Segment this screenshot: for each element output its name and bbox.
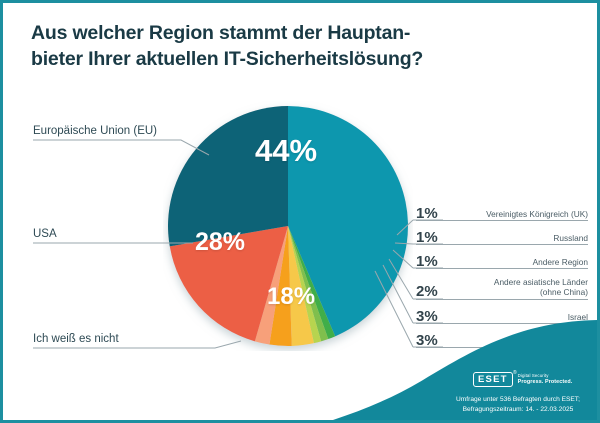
title-line-2: bieter Ihrer aktuellen IT-Sicherheitslös… <box>31 47 424 70</box>
callout-usa: USA <box>33 228 183 243</box>
callout-israel-text: Israel <box>567 312 588 323</box>
callout-uk: 1% Vereinigtes Königreich (UK) <box>416 206 588 222</box>
callout-other-asia: 2% Andere asiatische Länder (ohne China) <box>416 277 588 300</box>
pie-slice-china <box>288 226 314 346</box>
pie-slice-usa <box>167 105 288 247</box>
eset-tagline-line2: Progress. Protected. <box>517 378 573 385</box>
pie-value-dont-know: 18% <box>267 283 316 310</box>
pie-slice-russland <box>288 226 329 342</box>
callout-uk-text: Vereinigtes Königreich (UK) <box>486 209 588 220</box>
callout-uk-percent: 1% <box>416 205 438 222</box>
callout-russia-text: Russland <box>553 233 588 244</box>
callout-european-union: Europäische Union (EU) <box>33 125 183 140</box>
title-line-1: Aus welcher Region stammt der Hauptan- <box>31 22 411 44</box>
callout-russia-percent: 1% <box>416 229 438 246</box>
eset-logo: ESET ® Digital Security Progress. Protec… <box>473 371 573 387</box>
callout-other-asia-line2: (ohne China) <box>540 287 588 298</box>
callout-other-asia-line1: Andere asiatische Länder <box>493 277 588 287</box>
callout-uk-rule <box>416 220 588 221</box>
callout-other-region-percent: 1% <box>416 253 438 270</box>
callout-other-asia-rule <box>416 299 588 300</box>
eset-wordmark: ESET ® <box>473 371 517 387</box>
pie-chart-final <box>167 105 408 346</box>
eset-wordmark-text: ESET <box>478 373 508 385</box>
pie-value-usa: 28% <box>195 228 246 256</box>
pie-slice-vereinigtes-konigreich-uk <box>288 226 336 340</box>
callout-israel: 3% Israel <box>416 309 588 325</box>
pie-slice-andere-region <box>288 226 322 344</box>
callout-usa-text: USA <box>33 228 57 240</box>
survey-source-line1: Umfrage unter 536 Befragten durch ESET; <box>456 396 580 403</box>
callout-israel-rule <box>416 323 588 324</box>
survey-source-note: Umfrage unter 536 Befragten durch ESET; … <box>433 395 597 414</box>
callout-european-union-text: Europäische Union (EU) <box>33 125 158 137</box>
callout-china-percent: 3% <box>416 332 438 349</box>
eset-trademark-symbol: ® <box>512 370 517 376</box>
callout-russia-rule <box>416 244 588 245</box>
pie-chart: 44% 28% 18% <box>163 101 413 351</box>
page-title: Aus welcher Region stammt der Hauptan- b… <box>31 21 551 72</box>
footer-wave-shape <box>333 320 597 420</box>
survey-source-line2: Befragungszeitraum: 14. - 22.03.2025 <box>462 405 574 413</box>
callout-other-region-rule <box>416 268 588 269</box>
eset-tagline-line1: Digital Security <box>517 373 549 379</box>
callout-other-region: 1% Andere Region <box>416 254 588 270</box>
callout-other-asia-text: Andere asiatische Länder (ohne China) <box>448 277 588 300</box>
callout-israel-percent: 3% <box>416 308 438 325</box>
footer-wave <box>333 320 597 420</box>
callout-other-asia-percent: 2% <box>416 282 438 300</box>
callout-other-region-text: Andere Region <box>532 257 588 268</box>
eset-tagline: Digital Security Progress. Protected. <box>518 373 573 385</box>
pie-slice-ich-weiss-es-nicht <box>169 226 288 342</box>
callout-russia: 1% Russland <box>416 230 588 246</box>
pie-slice-israel <box>269 226 292 346</box>
callout-dont-know: Ich weiß es nicht <box>33 333 183 348</box>
pie-value-european-union: 44% <box>255 133 318 168</box>
pie-slice-andere-asiatische-lander-ohne-china <box>254 226 288 345</box>
callout-dont-know-text: Ich weiß es nicht <box>33 333 119 345</box>
